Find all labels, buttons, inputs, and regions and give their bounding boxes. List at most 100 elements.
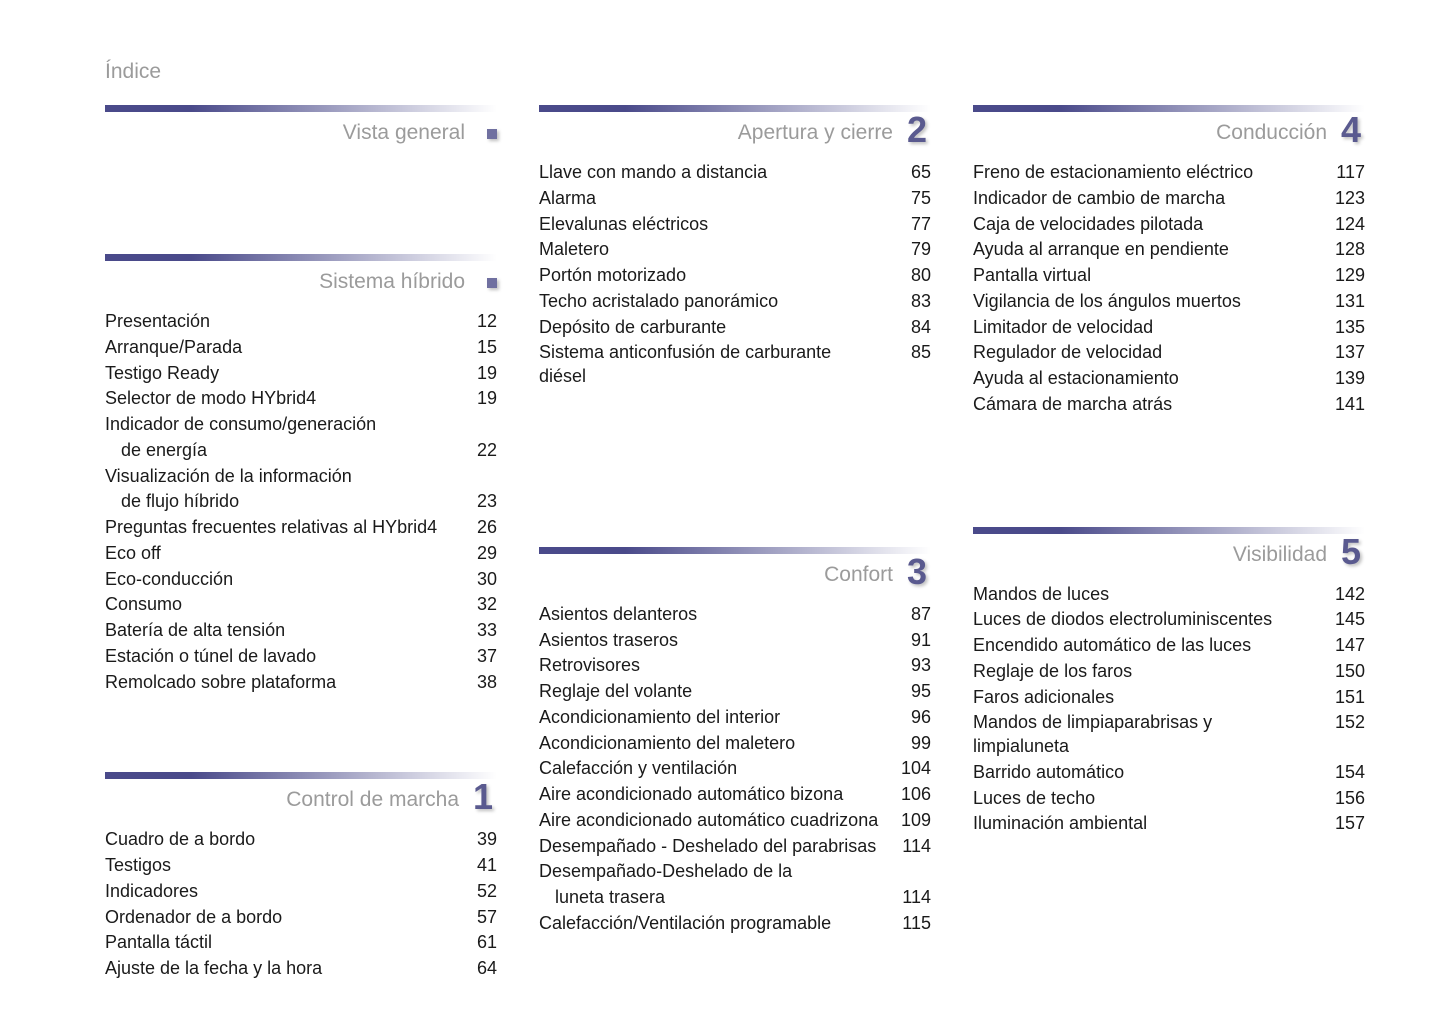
section-header: Visibilidad 5 [973,527,1365,571]
entry-page: 30 [453,568,497,592]
entry-page: 75 [887,187,931,211]
entry-label: Cuadro de a bordo [105,828,453,852]
entry-page: 38 [453,671,497,695]
toc-entry: Encendido automático de las luces147 [973,634,1365,658]
entry-label: Depósito de carburante [539,316,887,340]
entry-page: 64 [453,957,497,981]
entry-page: 141 [1321,393,1365,417]
entry-label: Calefacción y ventilación [539,757,887,781]
entry-page: 32 [453,593,497,617]
entry-label: luneta trasera [539,886,887,910]
section-apertura-cierre: Apertura y cierre 2 Llave con mando a di… [539,105,931,389]
entry-page: 104 [887,757,931,781]
toc-entry: Remolcado sobre plataforma38 [105,671,497,695]
entry-label: Acondicionamiento del maletero [539,732,887,756]
toc-entry: Indicador de consumo/generación [105,413,497,437]
column-1: Vista general Sistema híbrido Presentaci… [105,105,497,1019]
toc-entry: Calefacción y ventilación104 [539,757,931,781]
entry-label: Maletero [539,238,887,262]
toc-columns: Vista general Sistema híbrido Presentaci… [105,105,1365,1019]
entry-label: Visualización de la información [105,465,497,489]
entry-page: 12 [453,310,497,334]
entry-page: 152 [1321,711,1365,735]
toc-entry: Reglaje del volante95 [539,680,931,704]
toc-entry: Pantalla virtual129 [973,264,1365,288]
entry-page: 22 [453,439,497,463]
spacer [539,427,931,547]
section-header: Vista general [105,105,497,149]
section-bar [973,527,1365,534]
toc-entry: Desempañado-Deshelado de la [539,860,931,884]
section-title: Conducción [973,109,1337,145]
section-confort: Confort 3 Asientos delanteros87Asientos … [539,547,931,936]
entry-label: Presentación [105,310,453,334]
toc-entry: Aire acondicionado automático cuadrizona… [539,809,931,833]
toc-entry: Aire acondicionado automático bizona106 [539,783,931,807]
entry-label: Testigos [105,854,453,878]
entry-page: 23 [453,490,497,514]
entry-label: Iluminación ambiental [973,812,1321,836]
toc-entry: Limitador de velocidad135 [973,316,1365,340]
toc-entry: Consumo32 [105,593,497,617]
entry-page: 37 [453,645,497,669]
entry-page: 84 [887,316,931,340]
toc-entry: Maletero79 [539,238,931,262]
entry-page: 33 [453,619,497,643]
section-marker-dot [487,129,497,139]
toc-entry: Alarma75 [539,187,931,211]
entry-page: 79 [887,238,931,262]
entry-label: Faros adicionales [973,686,1321,710]
toc-entry: Sistema anticonfusión de carburante diés… [539,341,931,389]
entry-page: 95 [887,680,931,704]
toc-entry: Llave con mando a distancia65 [539,161,931,185]
entry-page: 156 [1321,787,1365,811]
entry-page: 83 [887,290,931,314]
entry-label: Freno de estacionamiento eléctrico [973,161,1321,185]
entry-label: de energía [105,439,453,463]
toc-entry: Testigos41 [105,854,497,878]
section-title: Confort [539,551,903,587]
entry-page: 145 [1321,608,1365,632]
entry-label: Testigo Ready [105,362,453,386]
entry-label: Caja de velocidades pilotada [973,213,1321,237]
entry-label: Cámara de marcha atrás [973,393,1321,417]
entry-page: 19 [453,362,497,386]
section-marker-dot [487,278,497,288]
toc-entry: Estación o túnel de lavado37 [105,645,497,669]
toc-entry: Selector de modo HYbrid419 [105,387,497,411]
entry-page: 147 [1321,634,1365,658]
toc-entry: Luces de techo156 [973,787,1365,811]
entry-label: Pantalla táctil [105,931,453,955]
section-header: Sistema híbrido [105,254,497,298]
entry-page: 52 [453,880,497,904]
toc-entry: Depósito de carburante84 [539,316,931,340]
entry-page: 114 [887,886,931,910]
entry-label: Indicadores [105,880,453,904]
entry-label: de flujo híbrido [105,490,453,514]
entry-page: 106 [887,783,931,807]
toc-entry: Testigo Ready19 [105,362,497,386]
toc-entry: Ayuda al arranque en pendiente128 [973,238,1365,262]
entry-page: 85 [887,341,931,365]
entry-label: Alarma [539,187,887,211]
section-bar [105,254,497,261]
section-entries: Freno de estacionamiento eléctrico117Ind… [973,161,1365,417]
toc-entry: Eco off29 [105,542,497,566]
toc-entry: Freno de estacionamiento eléctrico117 [973,161,1365,185]
toc-entry: Caja de velocidades pilotada124 [973,213,1365,237]
toc-entry: Ordenador de a bordo57 [105,906,497,930]
section-conduccion: Conducción 4 Freno de estacionamiento el… [973,105,1365,417]
entry-page: 99 [887,732,931,756]
toc-entry: Regulador de velocidad137 [973,341,1365,365]
entry-page: 151 [1321,686,1365,710]
entry-label: Limitador de velocidad [973,316,1321,340]
entry-page: 115 [887,912,931,936]
toc-entry: Acondicionamiento del maletero99 [539,732,931,756]
toc-entry-cont: luneta trasera114 [539,886,931,910]
toc-entry: Barrido automático154 [973,761,1365,785]
entry-page: 150 [1321,660,1365,684]
entry-label: Arranque/Parada [105,336,453,360]
entry-label: Ajuste de la fecha y la hora [105,957,453,981]
section-bar [539,547,931,554]
section-control-marcha: Control de marcha 1 Cuadro de a bordo39T… [105,772,497,981]
